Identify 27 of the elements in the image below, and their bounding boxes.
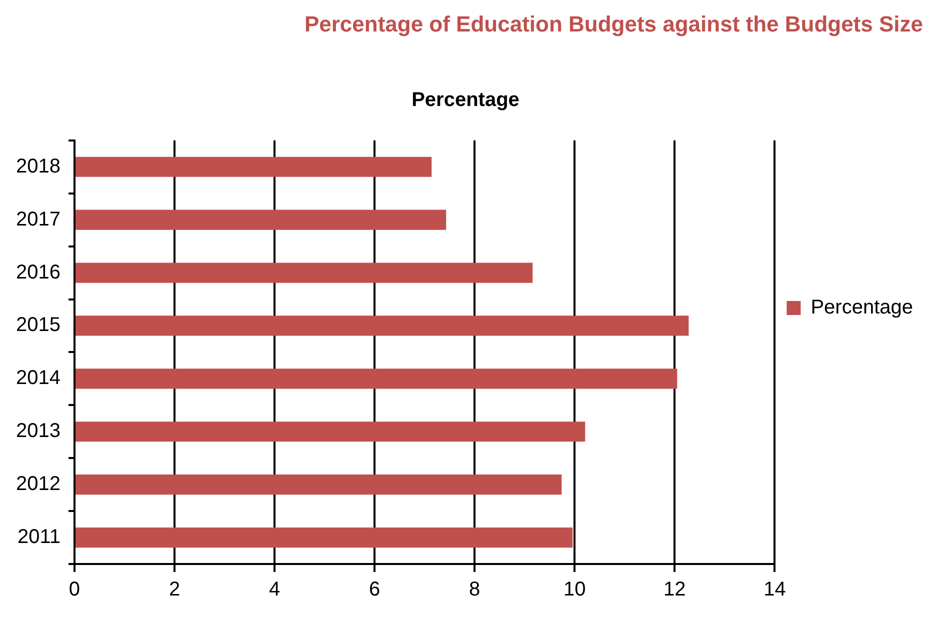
x-tick-label: 14	[764, 578, 786, 601]
y-tick-label: 2015	[16, 314, 60, 336]
bar	[75, 368, 678, 389]
x-tick-label: 0	[68, 578, 80, 601]
x-tick-label: 10	[564, 578, 586, 601]
x-tick-label: 2	[168, 578, 180, 601]
bar	[75, 262, 533, 283]
bar	[75, 156, 432, 177]
x-tick-label: 4	[268, 578, 280, 601]
y-tick-label: 2012	[16, 473, 60, 496]
y-tick-label: 2018	[16, 155, 60, 178]
x-tick-label: 6	[369, 578, 380, 601]
x-tick-label: 12	[664, 578, 686, 601]
legend-label: Percentage	[810, 296, 913, 319]
chart-title: Percentage of Education Budgets against the Budgets Size	[304, 11, 923, 36]
bar	[75, 422, 586, 442]
y-tick-label: 2016	[16, 261, 60, 284]
y-tick-label: 2017	[16, 208, 60, 230]
bar	[75, 210, 446, 230]
x-tick-label: 8	[469, 578, 480, 601]
y-tick-label: 2014	[16, 367, 60, 390]
bar	[75, 316, 689, 336]
y-tick-label: 2011	[17, 526, 60, 548]
chart-subtitle: Percentage	[412, 88, 520, 111]
y-tick-label: 2013	[16, 420, 60, 442]
bar	[75, 474, 562, 495]
bar	[75, 527, 573, 548]
